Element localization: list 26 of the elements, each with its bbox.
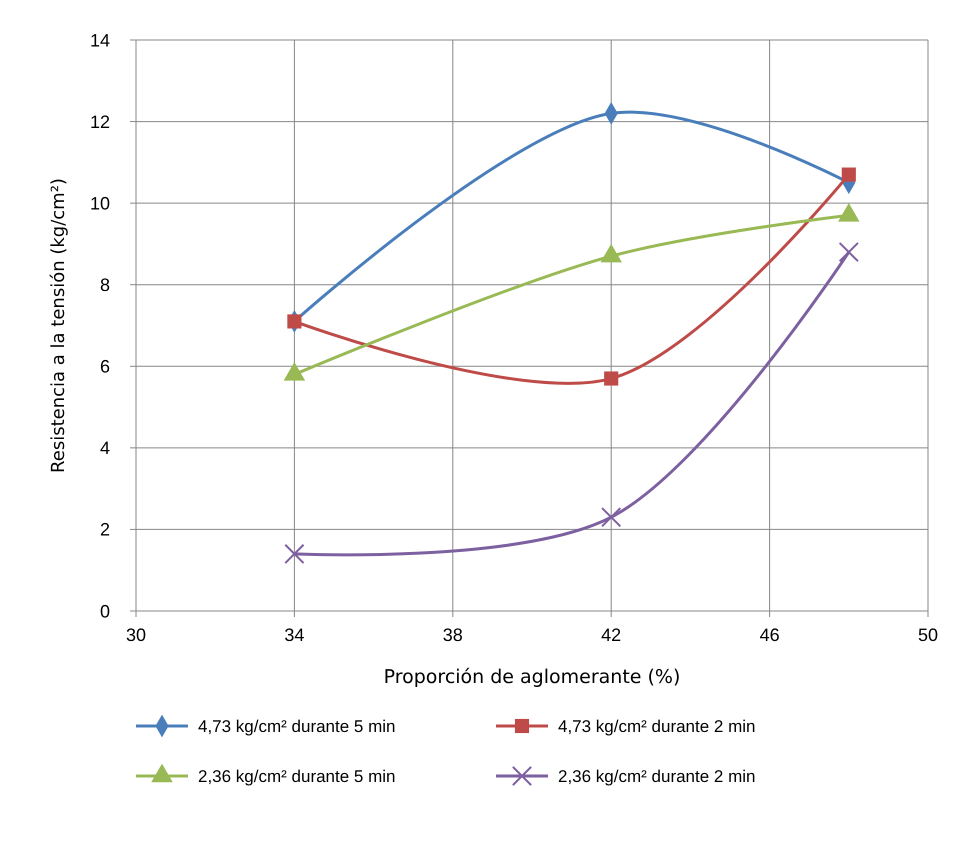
- y-tick-label: 14: [90, 30, 110, 50]
- x-axis-title: Proporción de aglomerante (%): [384, 666, 680, 688]
- point: [604, 371, 618, 386]
- x-tick-label: 50: [918, 625, 938, 645]
- point: [842, 168, 856, 182]
- point: [284, 544, 305, 564]
- point: [601, 507, 622, 528]
- y-tick-label: 0: [100, 601, 110, 622]
- y-tick-label: 12: [90, 112, 110, 132]
- x-tick-label: 30: [126, 625, 146, 645]
- legend-label: 4,73 kg/cm² durante 2 min: [558, 716, 756, 736]
- legend-label: 2,36 kg/cm² durante 2 min: [558, 766, 756, 786]
- y-tick-label: 2: [100, 520, 110, 540]
- x-tick-label: 42: [601, 625, 622, 645]
- legend-label: 4,73 kg/cm² durante 5 min: [198, 716, 396, 736]
- y-tick-label: 6: [100, 356, 110, 377]
- x-tick-label: 34: [284, 625, 304, 645]
- y-tick-label: 4: [100, 438, 110, 458]
- x-tick-label: 38: [442, 625, 463, 645]
- y-tick-label: 10: [90, 193, 110, 214]
- x-tick-label: 46: [760, 625, 780, 645]
- y-axis-title: Resistencia a la tensión (kg/cm²): [48, 178, 69, 473]
- point: [287, 314, 302, 328]
- point: [838, 242, 859, 262]
- legend-label: 2,36 kg/cm² durante 5 min: [198, 766, 396, 786]
- y-tick-label: 8: [100, 275, 110, 296]
